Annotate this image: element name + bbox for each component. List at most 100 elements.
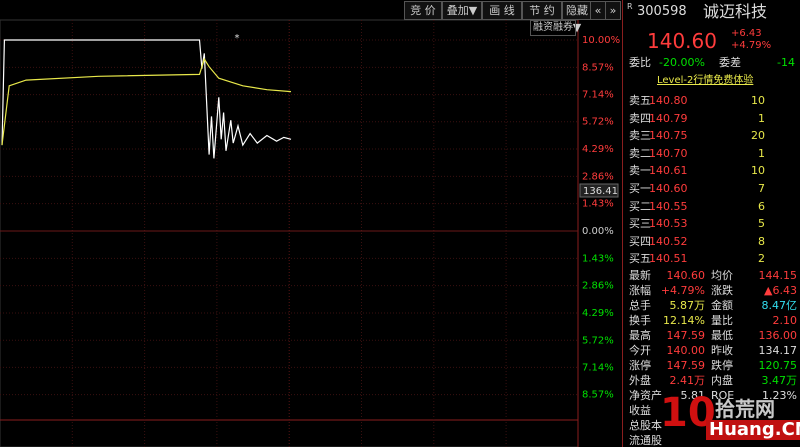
stat-value: 8.47亿 bbox=[761, 299, 798, 312]
stat-value: 147.59 bbox=[666, 359, 706, 372]
stat-value: 3.47万 bbox=[761, 374, 798, 387]
book-price: 140.80 bbox=[649, 94, 688, 107]
stat-value: 2.10 bbox=[772, 314, 798, 327]
stat-label: 涨幅 bbox=[629, 284, 651, 297]
stat-value: 147.59 bbox=[666, 329, 706, 342]
y-tick-label: 5.72% bbox=[582, 335, 614, 346]
y-tick-label: 1.43% bbox=[582, 199, 614, 210]
book-label: 卖五 bbox=[629, 94, 651, 107]
stat-label: 流通股 bbox=[629, 434, 662, 447]
book-label: 买二 bbox=[629, 199, 651, 213]
book-price: 140.52 bbox=[649, 234, 688, 248]
wei-bi-label: 委比 bbox=[629, 56, 651, 69]
stat-label: 跌停 bbox=[711, 359, 733, 372]
toolbar-button[interactable]: » bbox=[605, 1, 621, 20]
stat-value: 140.60 bbox=[666, 269, 706, 282]
stat-value: ▲6.43 bbox=[764, 284, 797, 297]
book-volume: 20 bbox=[751, 129, 765, 142]
stat-label: 最低 bbox=[711, 329, 733, 342]
toolbar-button[interactable]: 隐藏▼ bbox=[562, 1, 592, 34]
book-volume: 10 bbox=[751, 164, 765, 177]
toolbar-button[interactable]: « bbox=[590, 1, 606, 20]
price-line bbox=[1, 39, 292, 159]
y-tick-label: 10.00% bbox=[582, 35, 620, 46]
book-volume: 5 bbox=[758, 217, 765, 230]
book-label: 买五 bbox=[629, 252, 651, 265]
stat-label: 内盘 bbox=[711, 374, 733, 387]
book-price: 140.75 bbox=[649, 129, 688, 142]
y-tick-label: 4.29% bbox=[582, 144, 614, 155]
stat-label: 量比 bbox=[711, 314, 733, 327]
y-tick-label: 0.00% bbox=[582, 226, 614, 237]
stat-value: 144.15 bbox=[758, 269, 798, 282]
book-volume: 2 bbox=[758, 252, 765, 265]
stat-label: 总股本 bbox=[629, 419, 662, 432]
stat-label: 涨跌 bbox=[711, 284, 733, 297]
book-price: 140.79 bbox=[649, 111, 688, 125]
stat-label: 最新 bbox=[629, 269, 651, 282]
y-tick-label: 2.86% bbox=[582, 281, 614, 292]
book-volume: 7 bbox=[758, 182, 765, 195]
cursor-tag-box bbox=[579, 183, 619, 198]
y-tick-label: 7.14% bbox=[582, 362, 614, 373]
stat-label: 最高 bbox=[629, 329, 651, 342]
y-tick-label: 2.86% bbox=[582, 171, 614, 182]
cursor-tag: 136.41 bbox=[583, 186, 618, 197]
wei-cha: -14 bbox=[777, 56, 795, 69]
y-tick-label: 8.57% bbox=[582, 62, 614, 73]
stat-value: 136.00 bbox=[758, 329, 798, 342]
stock-name: 诚迈科技 bbox=[703, 2, 768, 21]
stat-value: 5.81 bbox=[680, 389, 706, 402]
stat-label: 均价 bbox=[711, 269, 733, 282]
stat-value: 5.87万 bbox=[669, 299, 706, 312]
quote-panel: R 300598 诚迈科技 140.60 +6.43 +4.79% 委比 -20.00% 委差 -… bbox=[622, 0, 800, 447]
price: 140.60 bbox=[647, 29, 717, 53]
stat-value: 120.75 bbox=[758, 359, 798, 372]
book-price: 140.53 bbox=[649, 217, 688, 230]
book-volume: 8 bbox=[758, 234, 765, 248]
stat-label: ROE bbox=[711, 389, 735, 402]
y-tick-label: 5.72% bbox=[582, 117, 614, 128]
y-tick-label: 8.57% bbox=[582, 390, 614, 401]
stat-value: +4.79% bbox=[660, 284, 705, 297]
book-label: 卖四 bbox=[629, 111, 651, 125]
stat-value: 134.17 bbox=[758, 344, 798, 357]
stat-label: 收益 bbox=[629, 404, 651, 417]
toolbar-button[interactable]: 节 约 bbox=[522, 1, 562, 20]
price-line bbox=[1, 57, 292, 146]
book-volume: 10 bbox=[751, 94, 765, 107]
book-label: 卖二 bbox=[629, 146, 651, 160]
event-marker: * bbox=[235, 33, 240, 44]
change-pct: +4.79% bbox=[731, 40, 772, 51]
book-price: 140.55 bbox=[649, 199, 688, 213]
change: +6.43 bbox=[731, 28, 762, 39]
y-tick-label: 7.14% bbox=[582, 90, 614, 101]
book-label: 买一 bbox=[629, 182, 651, 195]
book-volume: 6 bbox=[758, 199, 765, 213]
stat-value: 140.00 bbox=[666, 344, 706, 357]
book-label: 卖一 bbox=[629, 164, 651, 177]
stat-value: 12.14% bbox=[663, 314, 705, 327]
book-label: 卖三 bbox=[629, 129, 651, 142]
book-price: 140.60 bbox=[649, 182, 688, 195]
watermark-domain: Huang.CN bbox=[706, 420, 800, 440]
book-label: 买三 bbox=[629, 217, 651, 230]
wei-bi: -20.00% bbox=[659, 56, 705, 69]
toolbar-button[interactable]: 叠加▼ bbox=[442, 1, 482, 20]
book-label: 买四 bbox=[629, 234, 651, 248]
stat-label: 金额 bbox=[711, 299, 733, 312]
stat-label: 今开 bbox=[629, 344, 651, 357]
toolbar-button[interactable]: 竞 价 bbox=[404, 1, 442, 20]
r-flag: R bbox=[627, 2, 633, 11]
stat-value: 2.41万 bbox=[669, 374, 706, 387]
y-tick-label: 1.43% bbox=[582, 253, 614, 264]
stat-label: 换手 bbox=[629, 314, 651, 327]
margin-label: 融资融券 bbox=[530, 20, 576, 36]
level2-banner[interactable]: Level-2行情免费体验 bbox=[657, 75, 754, 86]
book-volume: 1 bbox=[758, 111, 765, 125]
watermark-site: 拾荒网 bbox=[715, 397, 775, 421]
stat-label: 外盘 bbox=[629, 374, 651, 387]
stock-code: 300598 bbox=[637, 4, 687, 19]
toolbar-button[interactable]: 画 线 bbox=[482, 1, 522, 20]
